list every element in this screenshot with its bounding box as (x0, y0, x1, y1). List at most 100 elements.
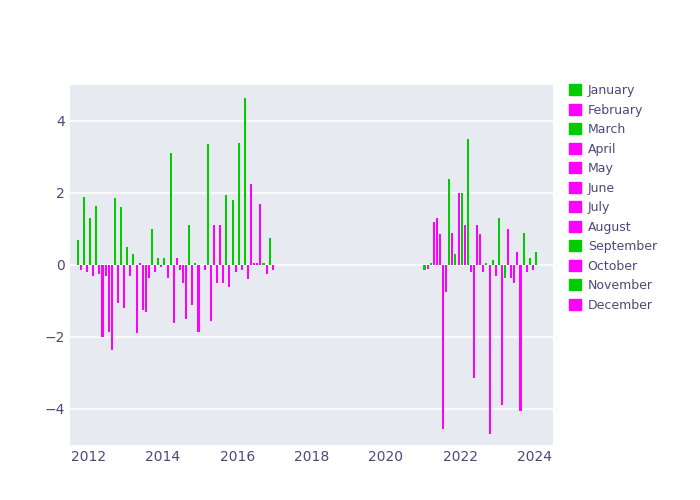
Bar (216, 265, 218, 283)
Bar (445, 265, 447, 292)
Bar (253, 263, 256, 265)
Bar (228, 265, 230, 286)
Bar (176, 258, 178, 265)
Bar (154, 265, 156, 272)
Bar (92, 265, 95, 276)
Bar (485, 263, 487, 265)
Bar (517, 252, 519, 265)
Bar (470, 265, 472, 272)
Bar (473, 265, 475, 378)
Bar (260, 204, 261, 265)
Bar (151, 229, 153, 265)
Bar (262, 263, 265, 265)
Bar (433, 222, 435, 265)
Bar (120, 208, 122, 265)
Bar (108, 265, 110, 332)
Bar (225, 195, 228, 265)
Bar (210, 265, 212, 321)
Bar (123, 265, 125, 308)
Bar (247, 265, 249, 280)
Bar (117, 265, 119, 303)
Bar (504, 265, 506, 278)
Bar (188, 226, 190, 265)
Bar (424, 265, 426, 270)
Bar (458, 193, 460, 265)
Bar (501, 265, 503, 406)
Bar (148, 265, 150, 278)
Bar (463, 226, 466, 265)
Bar (206, 144, 209, 265)
Bar (185, 265, 187, 319)
Bar (234, 265, 237, 272)
Bar (145, 265, 147, 312)
Bar (526, 265, 528, 272)
Bar (130, 265, 132, 276)
Bar (86, 265, 88, 272)
Bar (126, 247, 128, 265)
Bar (442, 265, 444, 429)
Bar (528, 258, 531, 265)
Bar (269, 238, 271, 265)
Bar (250, 184, 252, 265)
Bar (195, 263, 197, 265)
Bar (163, 258, 165, 265)
Bar (430, 263, 432, 265)
Bar (436, 218, 438, 265)
Bar (513, 265, 515, 283)
Bar (141, 265, 144, 310)
Bar (507, 229, 509, 265)
Bar (114, 198, 116, 265)
Bar (111, 265, 113, 349)
Bar (104, 265, 106, 276)
Bar (244, 98, 246, 265)
Bar (219, 226, 221, 265)
Bar (238, 142, 240, 265)
Bar (448, 178, 450, 265)
Bar (523, 232, 524, 265)
Bar (80, 265, 82, 270)
Bar (426, 265, 428, 268)
Bar (265, 265, 267, 274)
Bar (476, 226, 478, 265)
Bar (532, 265, 534, 270)
Bar (102, 265, 104, 337)
Bar (510, 265, 512, 278)
Bar (169, 154, 172, 265)
Bar (204, 265, 206, 270)
Bar (482, 265, 484, 272)
Bar (132, 254, 134, 265)
Bar (213, 226, 215, 265)
Bar (182, 265, 184, 283)
Bar (467, 139, 469, 265)
Bar (519, 265, 522, 411)
Bar (158, 258, 160, 265)
Bar (241, 265, 243, 270)
Bar (167, 265, 169, 278)
Bar (77, 240, 79, 265)
Bar (454, 254, 456, 265)
Bar (197, 265, 199, 332)
Bar (139, 263, 141, 265)
Bar (489, 265, 491, 434)
Bar (95, 206, 97, 265)
Bar (179, 265, 181, 270)
Bar (272, 265, 274, 270)
Bar (480, 234, 482, 265)
Bar (222, 265, 224, 283)
Bar (461, 193, 463, 265)
Bar (191, 265, 193, 304)
Bar (495, 265, 497, 276)
Legend: January, February, March, April, May, June, July, August, September, October, No: January, February, March, April, May, Ju… (569, 84, 657, 312)
Bar (83, 196, 85, 265)
Bar (99, 265, 100, 274)
Bar (452, 232, 454, 265)
Bar (535, 252, 537, 265)
Bar (491, 260, 494, 265)
Bar (136, 265, 138, 334)
Bar (498, 218, 500, 265)
Bar (439, 234, 441, 265)
Bar (256, 263, 258, 265)
Bar (89, 218, 91, 265)
Bar (173, 265, 175, 322)
Bar (160, 265, 162, 267)
